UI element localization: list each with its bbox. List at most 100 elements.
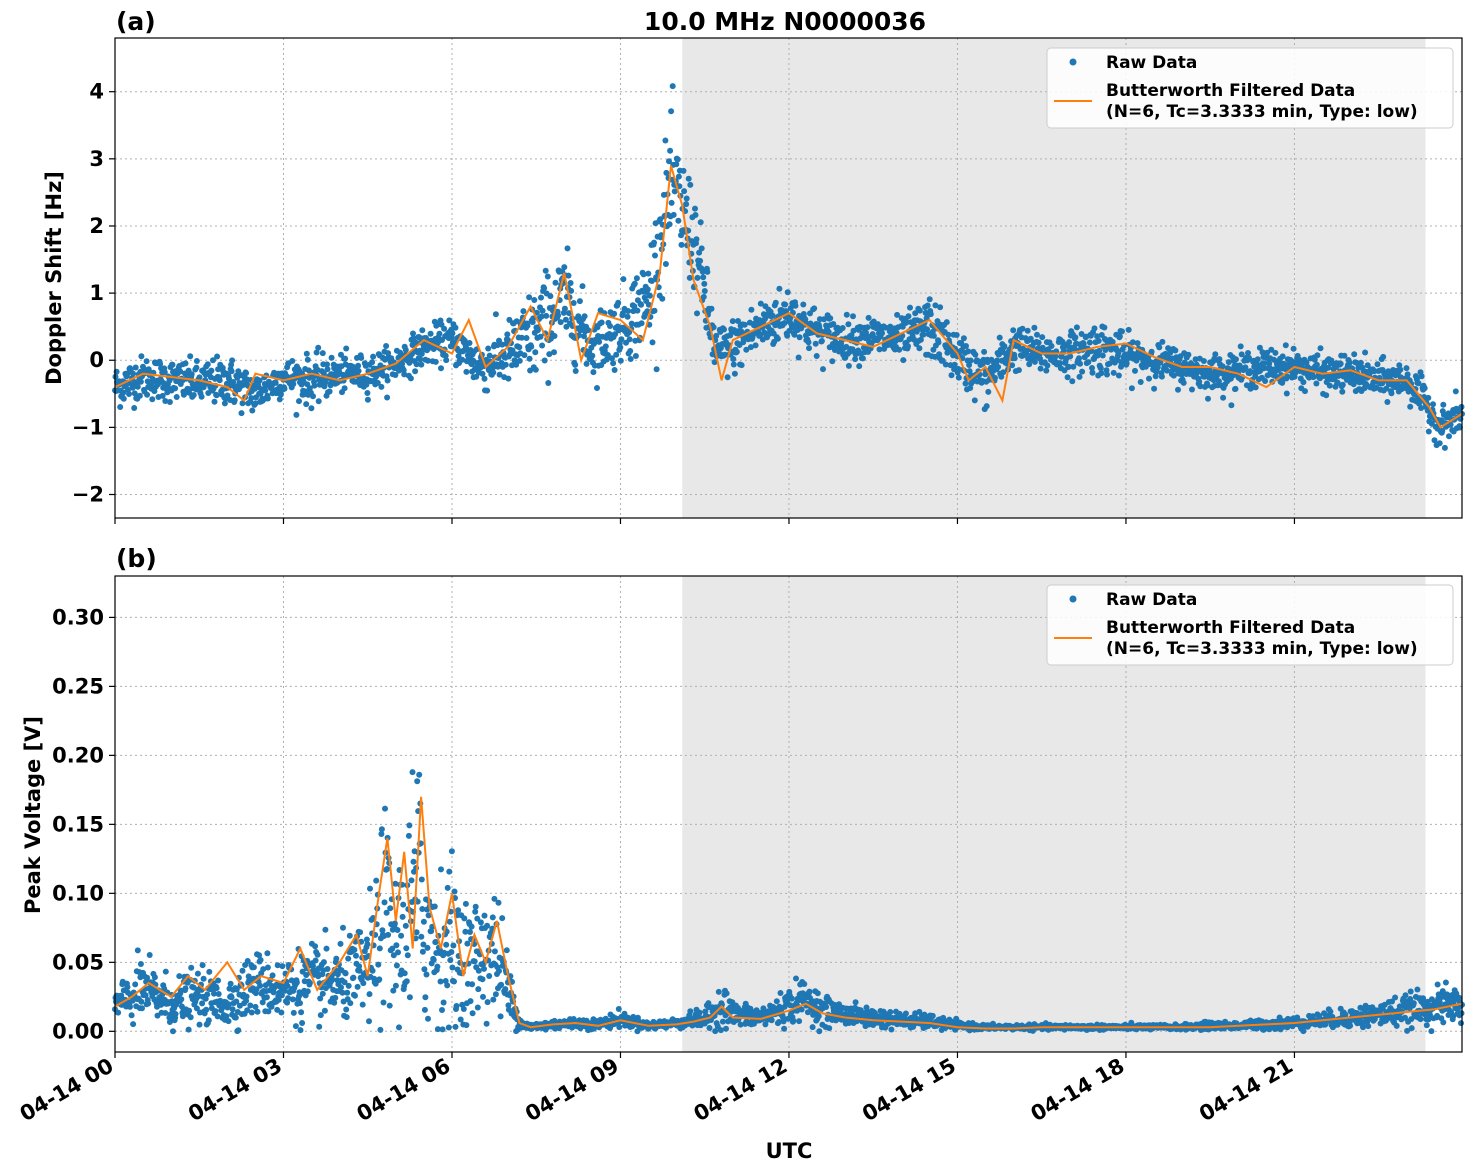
raw-data-point [505, 1002, 512, 1009]
raw-data-point [137, 961, 144, 967]
raw-data-point [701, 280, 708, 287]
raw-data-point [1436, 440, 1443, 447]
raw-data-point [425, 1015, 431, 1022]
raw-data-point [475, 967, 482, 974]
raw-data-point [490, 996, 497, 1003]
raw-data-point [323, 945, 330, 952]
raw-data-point [466, 340, 473, 346]
raw-data-point [381, 899, 388, 906]
raw-data-point [173, 394, 180, 400]
raw-data-point [1134, 340, 1141, 347]
raw-data-point [1019, 325, 1026, 332]
raw-data-point [420, 941, 427, 948]
raw-data-point [1048, 343, 1055, 349]
raw-data-point [1039, 334, 1046, 341]
raw-data-point [995, 364, 1002, 370]
raw-data-point [437, 978, 444, 985]
raw-data-point [1070, 363, 1077, 370]
raw-data-point [317, 995, 324, 1002]
raw-data-point [131, 405, 138, 411]
raw-data-point [859, 355, 866, 362]
raw-data-point [403, 978, 410, 985]
raw-data-point [1246, 354, 1252, 361]
raw-data-point [490, 369, 497, 376]
raw-data-point [486, 352, 493, 359]
y-tick-label: −1 [72, 415, 104, 439]
raw-data-point [628, 320, 635, 327]
legend-raw-label-a: Raw Data [1106, 53, 1197, 73]
raw-data-point [1313, 361, 1320, 368]
raw-data-point [457, 1016, 464, 1023]
raw-data-point [239, 967, 246, 974]
raw-data-point [199, 1000, 206, 1007]
raw-data-point [363, 381, 370, 388]
y-tick-label: 0 [89, 348, 104, 372]
raw-data-point [322, 926, 329, 933]
raw-data-point [443, 357, 450, 364]
raw-data-point [126, 391, 132, 397]
raw-data-point [675, 173, 682, 180]
raw-data-point [640, 271, 647, 278]
raw-data-point [821, 316, 827, 323]
raw-data-point [603, 356, 610, 363]
raw-data-point [320, 370, 327, 377]
raw-data-point [638, 301, 645, 308]
raw-data-point [687, 1008, 694, 1015]
legend-filtered-label-a: Butterworth Filtered Data [1106, 81, 1355, 101]
raw-data-point [203, 1006, 210, 1013]
raw-data-point [1282, 342, 1289, 349]
raw-data-point [370, 353, 377, 360]
raw-data-point [1225, 359, 1232, 366]
raw-data-point [239, 400, 246, 407]
raw-data-point [733, 348, 740, 355]
raw-data-point [747, 1005, 754, 1012]
raw-data-point [1204, 382, 1211, 389]
raw-data-point [700, 274, 707, 281]
raw-data-point [120, 395, 127, 402]
raw-data-point [681, 188, 688, 195]
raw-data-point [670, 211, 677, 218]
raw-data-point [929, 1012, 936, 1019]
raw-data-point [376, 976, 383, 983]
raw-data-point [376, 945, 383, 952]
raw-data-point [430, 956, 437, 963]
raw-data-point [390, 952, 397, 959]
raw-data-point [805, 339, 812, 346]
raw-data-point [537, 333, 544, 340]
raw-data-point [401, 371, 408, 378]
raw-data-point [666, 158, 672, 165]
raw-data-point [998, 373, 1005, 380]
raw-data-point [985, 388, 992, 395]
raw-data-point [496, 968, 502, 974]
raw-data-point [1266, 360, 1273, 367]
raw-data-point [566, 310, 572, 317]
raw-data-point [937, 304, 944, 311]
raw-data-point [402, 922, 409, 929]
raw-data-point [1341, 352, 1348, 359]
raw-data-point [159, 392, 166, 399]
raw-data-point [354, 983, 361, 990]
raw-data-point [717, 1027, 724, 1034]
raw-data-point [356, 967, 363, 974]
raw-data-point [417, 356, 424, 363]
raw-data-point [523, 335, 530, 341]
raw-data-point [162, 968, 169, 975]
y-tick-label: 3 [89, 147, 104, 171]
raw-data-point [206, 968, 213, 975]
raw-data-point [602, 343, 609, 350]
raw-data-point [369, 359, 376, 366]
raw-data-point [442, 352, 449, 359]
raw-data-point [333, 955, 340, 962]
raw-data-point [278, 1009, 285, 1016]
raw-data-point [449, 330, 456, 337]
raw-data-point [787, 305, 794, 311]
raw-data-point [467, 998, 474, 1005]
raw-data-point [680, 167, 687, 174]
raw-data-point [460, 1006, 467, 1012]
raw-data-point [806, 988, 813, 995]
raw-data-point [248, 1009, 255, 1016]
raw-data-point [378, 826, 385, 833]
raw-data-point [1350, 381, 1357, 388]
raw-data-point [541, 285, 548, 292]
